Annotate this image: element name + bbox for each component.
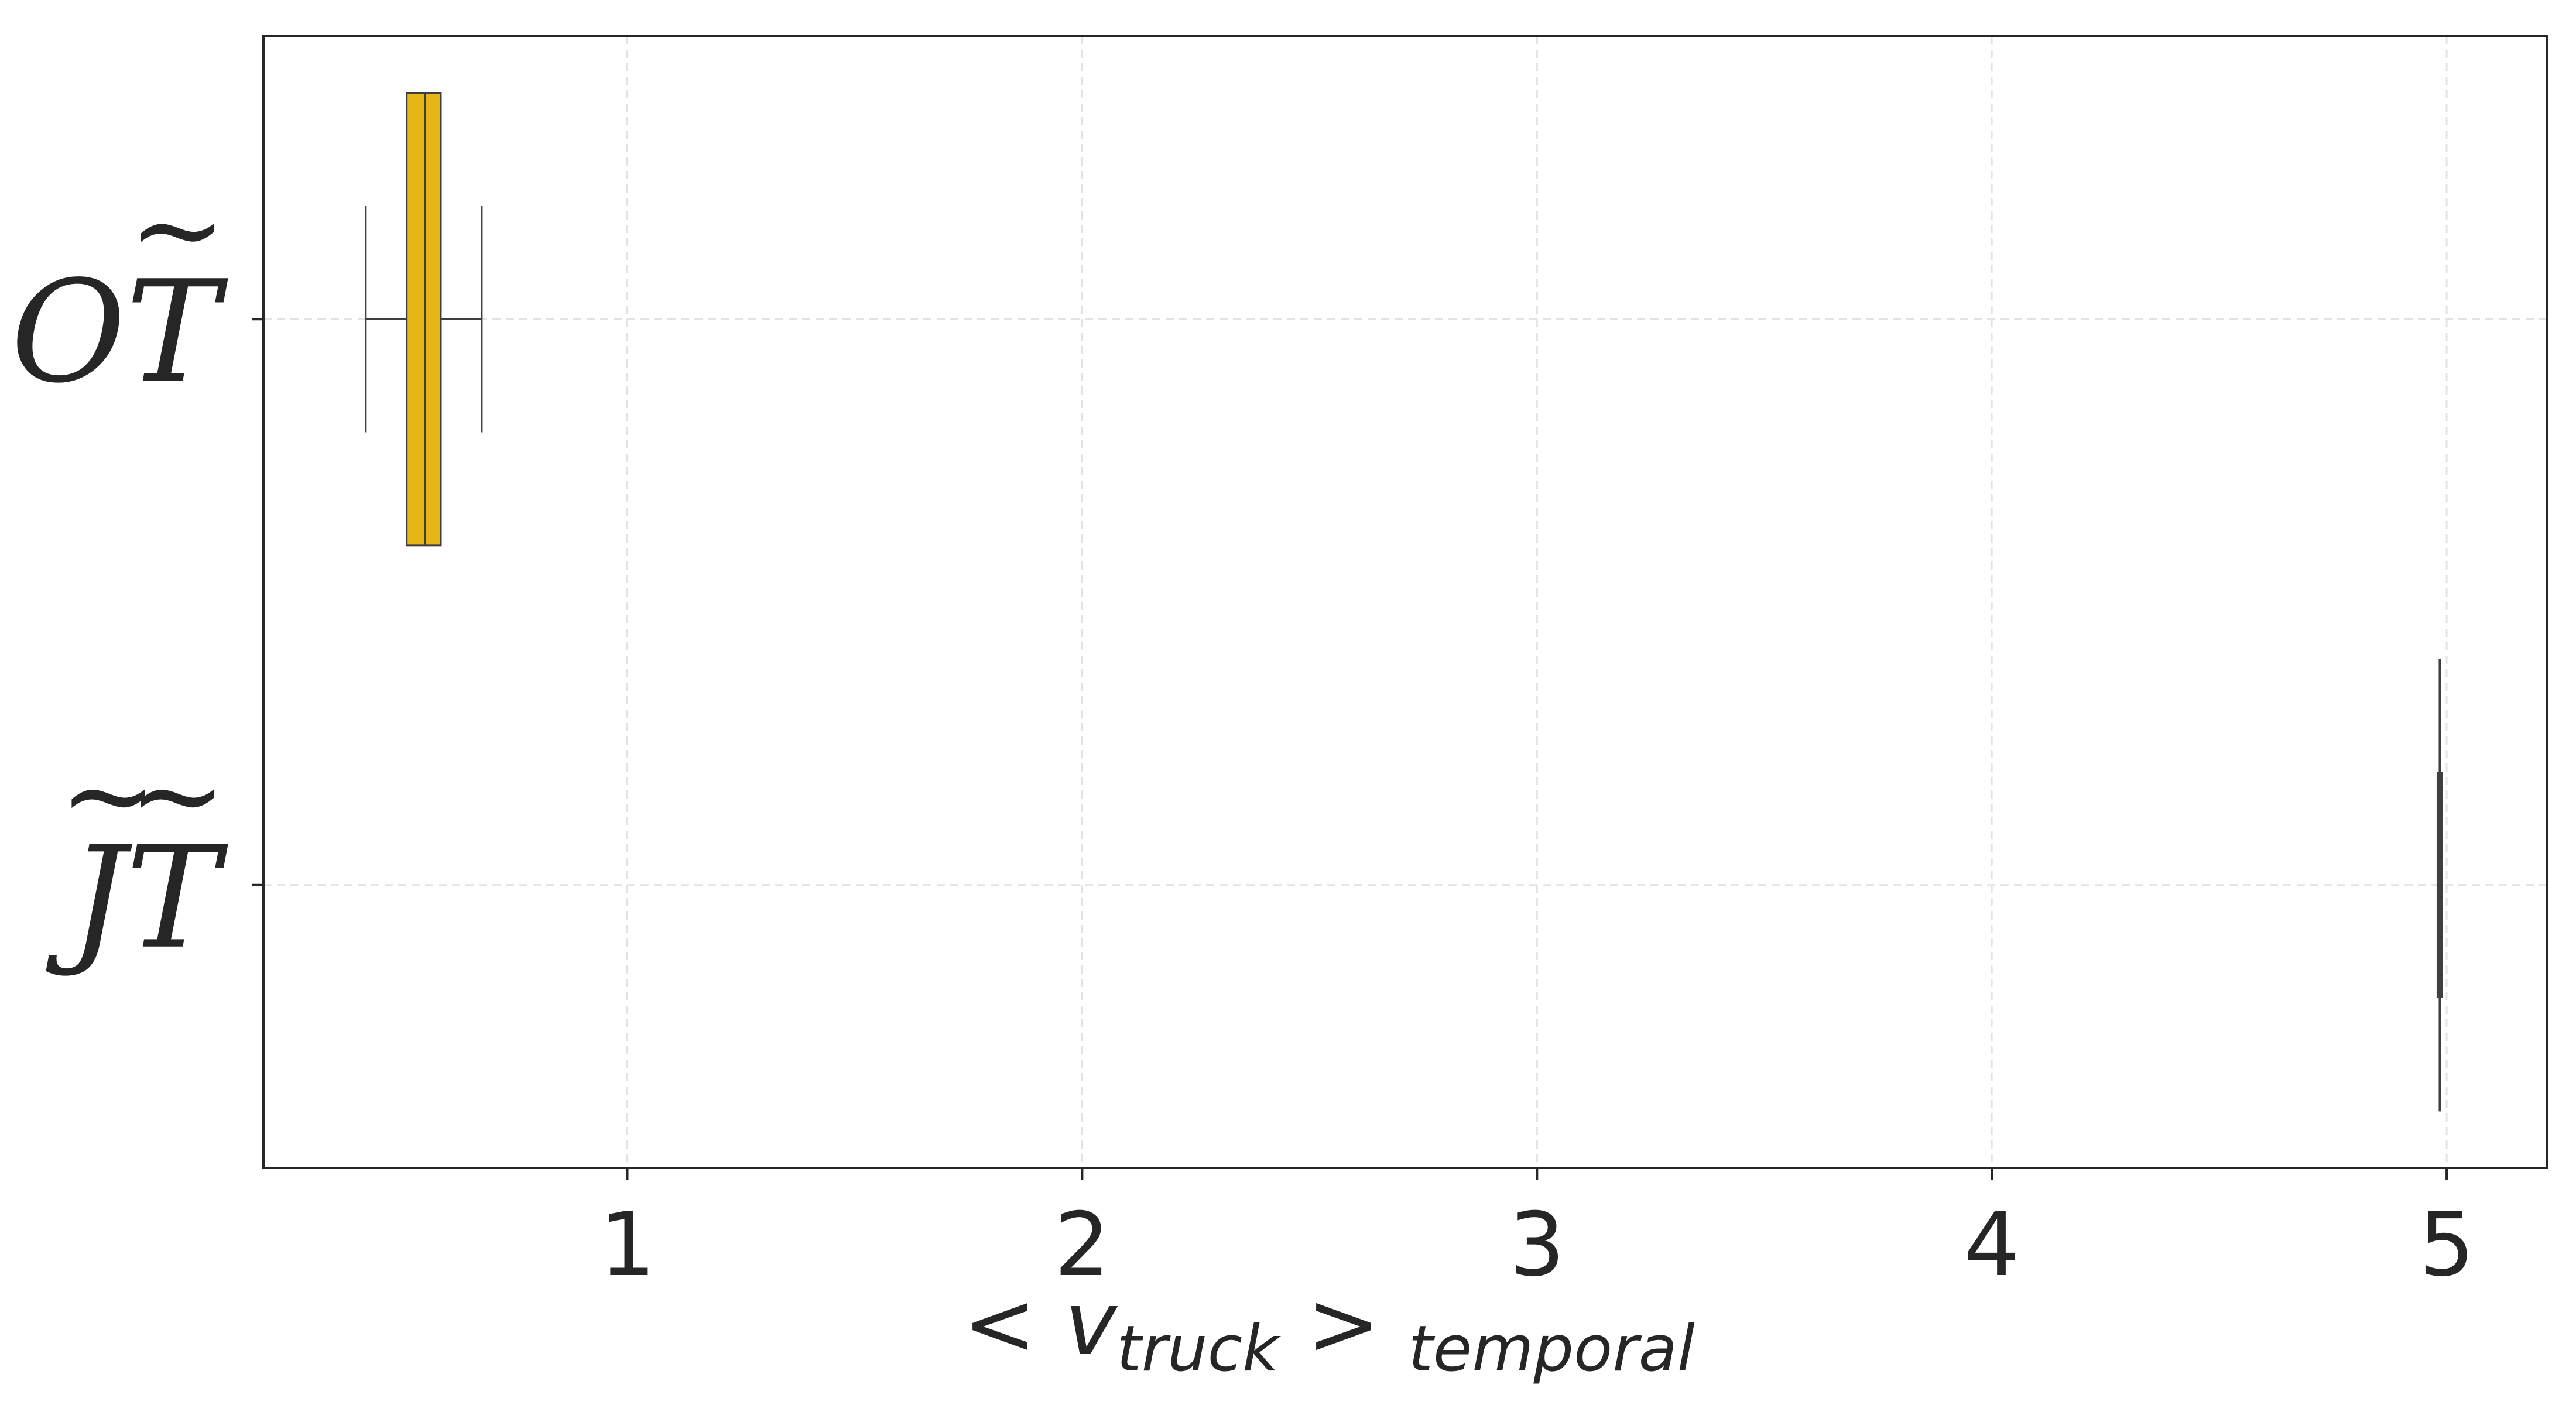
xlabel-sub-temporal: temporal: [1409, 1313, 1695, 1386]
xlabel-v: v: [1065, 1273, 1118, 1375]
cat0-tilde-mark: ~: [128, 161, 227, 297]
cat0-tilde-base: T: [126, 250, 228, 414]
grid-lines: [263, 36, 2547, 1168]
x-axis-label: < vtruck > temporal: [963, 1273, 1695, 1392]
box-plot-0: [365, 92, 483, 547]
x-tick-label-4: 4: [1964, 1194, 2019, 1296]
plot-frame: [262, 35, 2548, 1169]
xlabel-gt: >: [1307, 1273, 1381, 1375]
cat1-leading-tilde-mark: ~: [59, 727, 157, 863]
cat1-tilde-mark: ~: [128, 727, 227, 863]
svg-text:OT: OT: [11, 250, 228, 414]
x-axis-ticks: 1 2 3 4 5: [600, 1168, 2475, 1296]
iqr-box-0: [406, 92, 442, 547]
x-tick-label-3: 3: [1509, 1194, 1565, 1296]
cat1-tilde-base: T: [126, 816, 228, 980]
x-tick-label-2: 2: [1054, 1194, 1110, 1296]
y-axis-ticks: [252, 318, 263, 886]
svg-text:JT: JT: [46, 816, 228, 980]
xlabel-lt: <: [963, 1273, 1037, 1375]
cat0-base: O: [11, 250, 126, 414]
x-tick-label-5: 5: [2419, 1194, 2474, 1296]
x-tick-label-1: 1: [600, 1194, 655, 1296]
xlabel-sub-truck: truck: [1116, 1313, 1282, 1386]
y-category-label-1: JT ~ ~: [46, 727, 228, 980]
y-category-label-0: OT ~: [11, 161, 228, 414]
box-plots: [365, 92, 2443, 1112]
